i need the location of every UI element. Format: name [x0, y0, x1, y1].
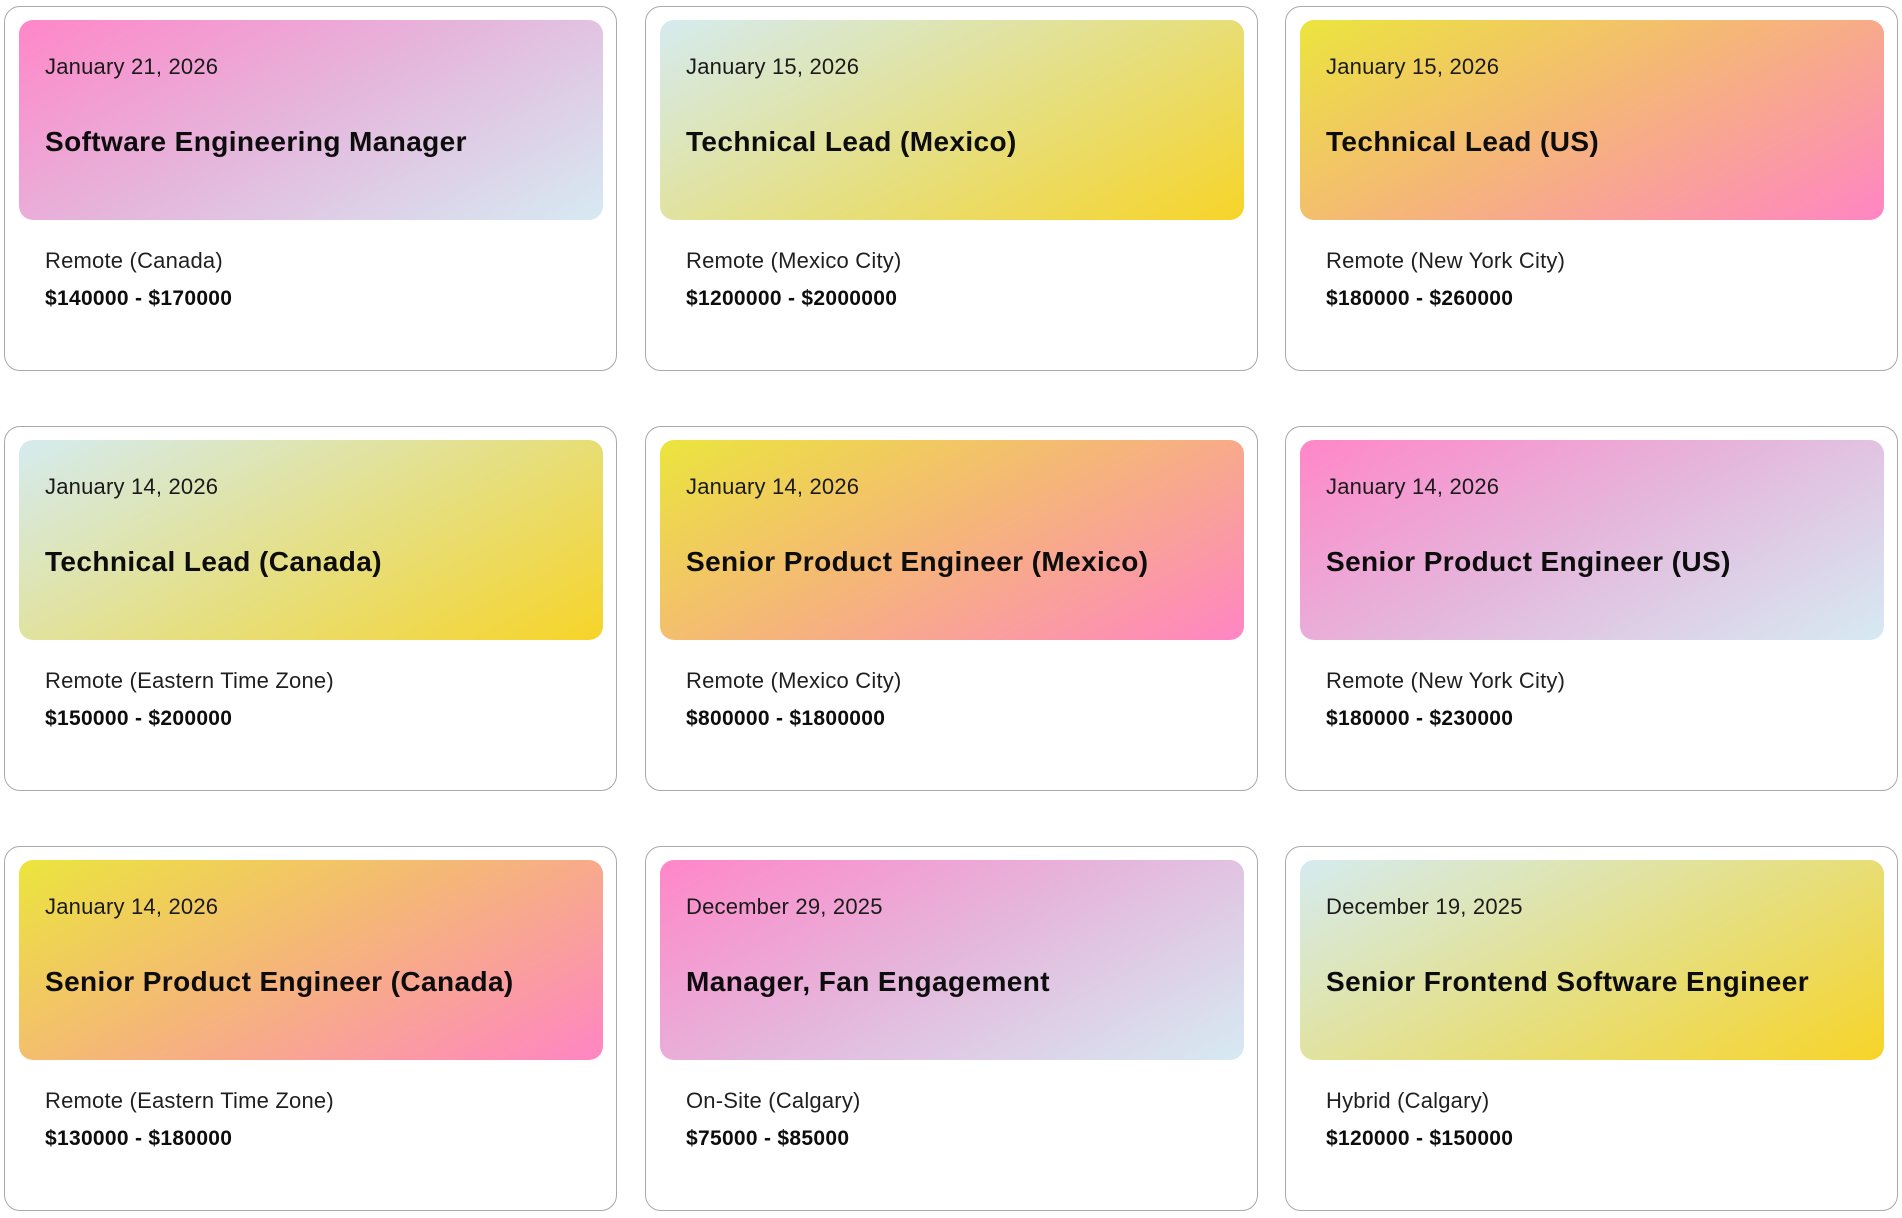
job-location: Remote (Mexico City) [686, 668, 902, 693]
job-posted-date: January 15, 2026 [1326, 54, 1500, 79]
job-card-banner: January 14, 2026 Senior Product Engineer… [660, 440, 1244, 640]
job-card[interactable]: January 14, 2026 Senior Product Engineer… [4, 846, 617, 1211]
job-card[interactable]: January 21, 2026 Software Engineering Ma… [4, 6, 617, 371]
job-posted-date: January 15, 2026 [686, 54, 860, 79]
job-title[interactable]: Senior Product Engineer (US) [1326, 546, 1731, 577]
job-title[interactable]: Technical Lead (Mexico) [686, 126, 1017, 157]
job-card-banner: January 14, 2026 Senior Product Engineer… [1300, 440, 1884, 640]
job-posted-date: December 29, 2025 [686, 894, 883, 919]
job-location: Remote (Canada) [45, 248, 223, 273]
job-salary: $130000 - $180000 [45, 1127, 233, 1150]
job-title[interactable]: Manager, Fan Engagement [686, 966, 1050, 997]
job-card[interactable]: January 15, 2026 Technical Lead (Mexico)… [645, 6, 1258, 371]
job-card[interactable]: January 15, 2026 Technical Lead (US) Rem… [1285, 6, 1898, 371]
job-salary: $150000 - $200000 [45, 707, 233, 730]
job-location: On-Site (Calgary) [686, 1088, 861, 1113]
job-salary: $180000 - $230000 [1326, 707, 1514, 730]
job-posted-date: December 19, 2025 [1326, 894, 1523, 919]
job-card-banner: January 14, 2026 Technical Lead (Canada) [19, 440, 603, 640]
job-salary: $140000 - $170000 [45, 287, 233, 310]
job-card[interactable]: December 19, 2025 Senior Frontend Softwa… [1285, 846, 1898, 1211]
job-card-banner: January 15, 2026 Technical Lead (Mexico) [660, 20, 1244, 220]
job-location: Remote (Eastern Time Zone) [45, 668, 334, 693]
job-card-banner: December 29, 2025 Manager, Fan Engagemen… [660, 860, 1244, 1060]
job-location: Remote (New York City) [1326, 248, 1566, 273]
job-posted-date: January 14, 2026 [1326, 474, 1500, 499]
job-card-banner: January 21, 2026 Software Engineering Ma… [19, 20, 603, 220]
job-posted-date: January 21, 2026 [45, 54, 219, 79]
job-card[interactable]: January 14, 2026 Senior Product Engineer… [1285, 426, 1898, 791]
job-card-banner: December 19, 2025 Senior Frontend Softwa… [1300, 860, 1884, 1060]
job-location: Remote (Mexico City) [686, 248, 902, 273]
job-card-banner: January 14, 2026 Senior Product Engineer… [19, 860, 603, 1060]
job-salary: $1200000 - $2000000 [686, 287, 898, 310]
job-card[interactable]: December 29, 2025 Manager, Fan Engagemen… [645, 846, 1258, 1211]
job-location: Remote (New York City) [1326, 668, 1566, 693]
job-title[interactable]: Technical Lead (Canada) [45, 546, 382, 577]
job-location: Hybrid (Calgary) [1326, 1088, 1490, 1113]
job-salary: $800000 - $1800000 [686, 707, 886, 730]
job-card[interactable]: January 14, 2026 Technical Lead (Canada)… [4, 426, 617, 791]
job-posted-date: January 14, 2026 [45, 894, 219, 919]
job-title[interactable]: Senior Frontend Software Engineer [1326, 966, 1810, 997]
job-salary: $180000 - $260000 [1326, 287, 1514, 310]
job-salary: $75000 - $85000 [686, 1127, 850, 1150]
job-title[interactable]: Software Engineering Manager [45, 126, 467, 157]
job-card[interactable]: January 14, 2026 Senior Product Engineer… [645, 426, 1258, 791]
job-posted-date: January 14, 2026 [686, 474, 860, 499]
job-card-banner: January 15, 2026 Technical Lead (US) [1300, 20, 1884, 220]
job-title[interactable]: Senior Product Engineer (Canada) [45, 966, 514, 997]
job-location: Remote (Eastern Time Zone) [45, 1088, 334, 1113]
job-posted-date: January 14, 2026 [45, 474, 219, 499]
job-title[interactable]: Technical Lead (US) [1326, 126, 1600, 157]
job-title[interactable]: Senior Product Engineer (Mexico) [686, 546, 1149, 577]
job-salary: $120000 - $150000 [1326, 1127, 1514, 1150]
